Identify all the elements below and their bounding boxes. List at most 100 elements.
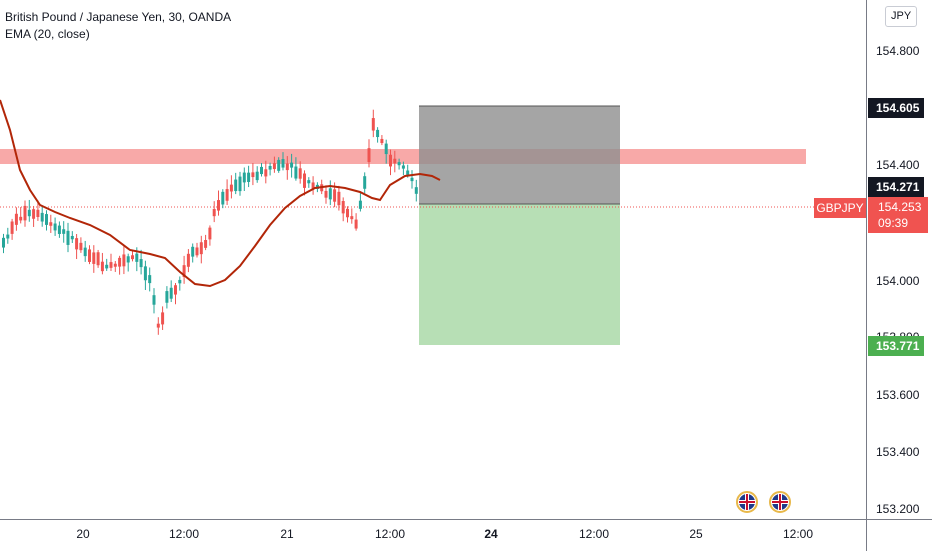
time-label: 12:00 xyxy=(782,527,814,541)
candle-body xyxy=(371,118,375,131)
candle-body xyxy=(75,238,79,250)
candle-body xyxy=(122,254,126,267)
candle-body xyxy=(83,247,87,257)
time-label: 21 xyxy=(280,527,294,541)
candle-body xyxy=(303,173,306,188)
candle-body xyxy=(397,162,401,166)
candle-body xyxy=(49,222,53,226)
candle-body xyxy=(401,165,405,169)
price-tick: 153.400 xyxy=(876,445,920,459)
candle-body xyxy=(221,191,225,205)
candle-body xyxy=(126,256,130,263)
candle-body xyxy=(70,235,74,240)
candle-body xyxy=(272,163,276,170)
position-target-zone[interactable] xyxy=(419,106,620,204)
candle-body xyxy=(238,176,242,192)
bar-countdown: 09:39 xyxy=(878,216,909,230)
candle-body xyxy=(268,165,272,170)
price-tick: 154.400 xyxy=(876,158,920,172)
candle-body xyxy=(174,285,177,295)
candle-body xyxy=(393,158,397,164)
candle-body xyxy=(10,221,14,234)
time-label: 25 xyxy=(689,527,703,541)
candle-body xyxy=(57,225,61,234)
axis-corner xyxy=(866,519,932,551)
candle-body xyxy=(229,184,233,192)
currency-button[interactable]: JPY xyxy=(885,6,918,27)
chart-legend: British Pound / Japanese Yen, 30, OANDA … xyxy=(5,9,231,43)
candle-body xyxy=(264,169,268,177)
candle-body xyxy=(161,312,165,325)
position-stop-zone[interactable] xyxy=(419,204,620,345)
candle-body xyxy=(234,179,238,192)
symbol-price-label: GBPJPY xyxy=(814,198,866,218)
candle-body xyxy=(367,148,371,163)
candle-body xyxy=(191,246,195,257)
current-price-value: 154.253 xyxy=(878,200,922,214)
candle-body xyxy=(376,129,380,138)
candle-body xyxy=(113,263,117,267)
candle-body xyxy=(380,138,384,144)
candle-body xyxy=(354,219,358,229)
candle-body xyxy=(363,176,367,189)
candle-body xyxy=(212,209,216,217)
current-price-badge: 154.253 09:39 xyxy=(868,197,928,233)
candle-body xyxy=(285,163,289,171)
candle-body xyxy=(96,252,100,266)
candle-body xyxy=(260,166,263,175)
candle-body xyxy=(311,182,315,189)
candle-body xyxy=(79,242,83,251)
candle-body xyxy=(32,209,36,219)
uk-flag-event-icon[interactable] xyxy=(736,491,758,513)
candle-body xyxy=(131,255,134,260)
candle-body xyxy=(277,159,281,171)
candle-body xyxy=(341,201,345,214)
time-label: 20 xyxy=(76,527,90,541)
candle-body xyxy=(118,257,122,267)
candle-body xyxy=(169,287,173,299)
price-tick: 154.800 xyxy=(876,44,920,58)
price-tick: 154.000 xyxy=(876,274,920,288)
candle-body xyxy=(88,249,91,262)
candle-body xyxy=(40,212,44,222)
chart-canvas[interactable] xyxy=(0,0,866,519)
candle-body xyxy=(182,265,186,278)
time-label: 12:00 xyxy=(168,527,200,541)
candle-body xyxy=(45,214,48,225)
candle-body xyxy=(109,262,113,268)
candle-body xyxy=(298,168,302,179)
candle-body xyxy=(225,189,229,201)
candle-body xyxy=(53,223,57,231)
candle-body xyxy=(346,208,349,218)
candle-body xyxy=(14,213,18,225)
indicator-label[interactable]: EMA (20, close) xyxy=(5,27,90,41)
time-label: 12:00 xyxy=(374,527,406,541)
candlestick-series xyxy=(2,109,418,335)
candle-body xyxy=(6,234,10,239)
candle-body xyxy=(255,171,259,181)
candle-body xyxy=(165,291,169,303)
candle-body xyxy=(100,261,104,272)
candle-body xyxy=(27,209,31,217)
candle-body xyxy=(384,143,388,155)
candle-body xyxy=(105,264,109,269)
time-label: 24 xyxy=(484,527,498,541)
candle-body xyxy=(199,242,203,255)
candle-body xyxy=(92,252,96,264)
candle-body xyxy=(2,237,5,248)
candle-body xyxy=(328,188,332,200)
candle-body xyxy=(139,259,143,268)
time-label: 12:00 xyxy=(578,527,610,541)
uk-flag-event-icon[interactable] xyxy=(769,491,791,513)
price-axis[interactable] xyxy=(866,0,932,519)
candle-body xyxy=(148,275,152,284)
candle-body xyxy=(251,172,255,178)
time-axis[interactable] xyxy=(0,519,866,551)
candle-body xyxy=(410,177,414,182)
price-tick: 153.600 xyxy=(876,388,920,402)
candle-body xyxy=(36,209,40,218)
stop-price-badge: 153.771 xyxy=(868,336,924,356)
candle-body xyxy=(406,170,410,175)
chart-area[interactable]: British Pound / Japanese Yen, 30, OANDA … xyxy=(0,0,866,519)
target-price-badge: 154.605 xyxy=(868,98,924,118)
